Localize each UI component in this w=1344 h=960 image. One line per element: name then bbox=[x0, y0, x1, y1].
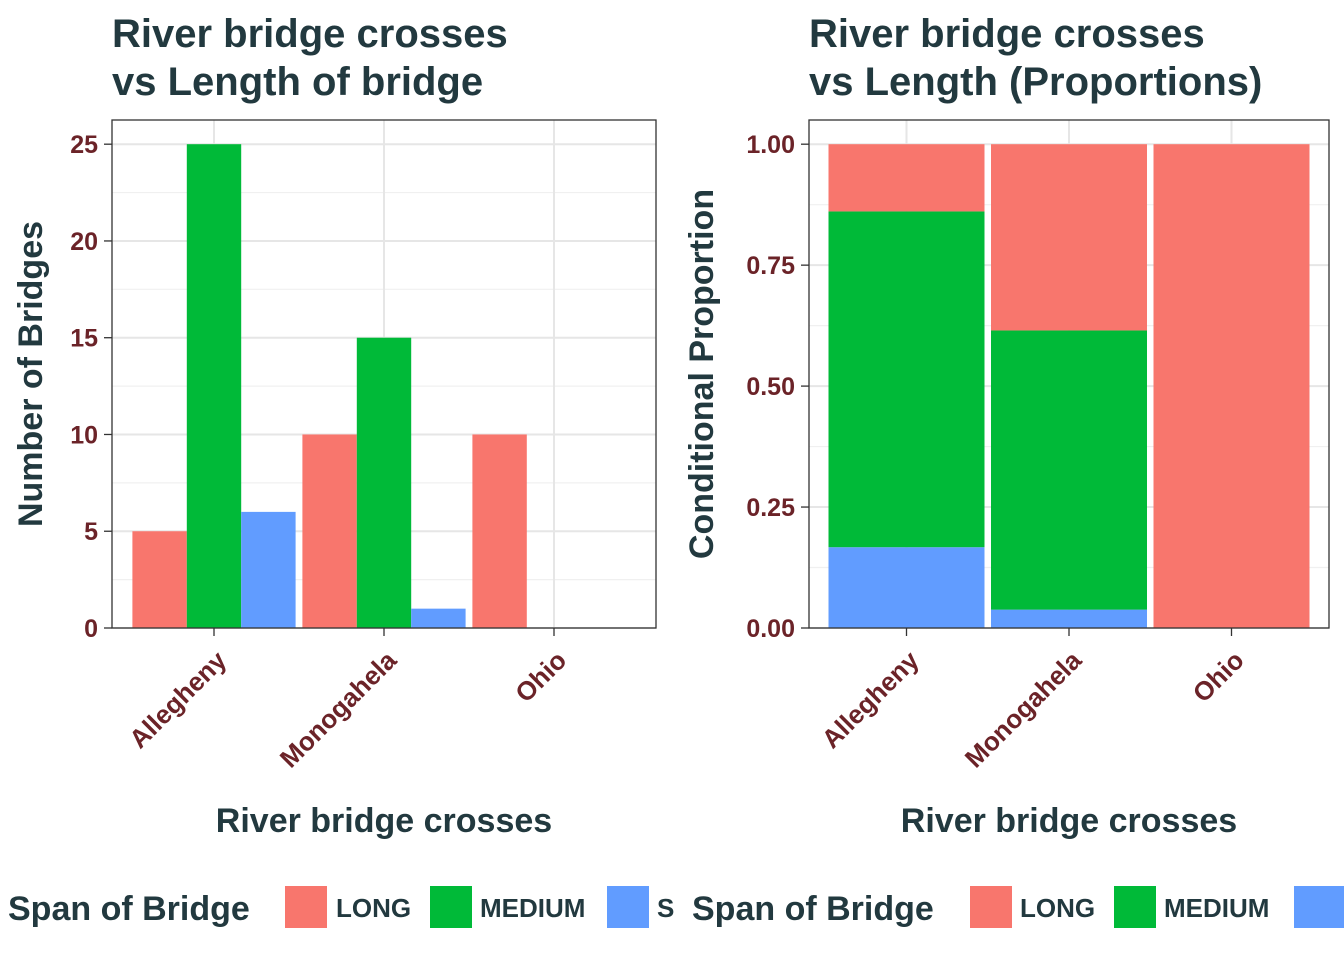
right-bar-segment-long bbox=[991, 144, 1147, 331]
left-x-tick-label: Monogahela bbox=[274, 645, 403, 774]
right-legend-label-long: LONG bbox=[1020, 893, 1095, 923]
right-bars bbox=[828, 144, 1310, 628]
left-legend-key-long bbox=[285, 886, 327, 928]
right-x-axis-title: River bridge crosses bbox=[901, 802, 1237, 840]
left-bar-long bbox=[132, 531, 187, 628]
right-y-tick-label: 0.00 bbox=[746, 615, 795, 643]
right-x-axis: Allegheny Monogahela Ohio bbox=[816, 628, 1250, 773]
right-chart-title-line-2: vs Length (Proportions) bbox=[809, 60, 1262, 104]
left-bar-medium bbox=[186, 144, 242, 628]
left-legend: Span of Bridge LONG MEDIUM S bbox=[8, 880, 688, 940]
right-chart-title-line-1: River bridge crosses bbox=[809, 12, 1205, 56]
right-bar-segment-medium bbox=[828, 211, 985, 548]
left-legend-label-medium: MEDIUM bbox=[480, 893, 585, 923]
left-x-axis: Allegheny Monogahela Ohio bbox=[123, 628, 572, 773]
right-legend: Span of Bridge LONG MEDIUM bbox=[692, 886, 1344, 928]
left-panel: River bridge crosses vs Length of bridge… bbox=[12, 12, 657, 840]
left-y-tick-label: 5 bbox=[84, 518, 98, 546]
right-bar-segment-short bbox=[991, 609, 1147, 628]
right-legend-key-medium bbox=[1114, 886, 1156, 928]
left-bar-medium bbox=[356, 337, 412, 628]
left-chart-title-line-1: River bridge crosses bbox=[112, 12, 508, 56]
right-y-tick-label: 0.50 bbox=[746, 373, 795, 401]
left-legend-label-long: LONG bbox=[336, 893, 411, 923]
left-legend-title: Span of Bridge bbox=[8, 890, 250, 928]
left-y-tick-label: 10 bbox=[70, 421, 98, 449]
right-x-tick-label: Allegheny bbox=[816, 645, 925, 754]
right-x-tick-label: Ohio bbox=[1187, 645, 1250, 708]
left-y-tick-label: 0 bbox=[84, 615, 98, 643]
left-y-tick-label: 15 bbox=[70, 325, 98, 353]
left-y-axis: 0 5 10 15 20 25 bbox=[70, 131, 112, 643]
right-y-tick-label: 0.25 bbox=[746, 494, 795, 522]
left-y-axis-title: Number of Bridges bbox=[12, 221, 50, 527]
left-bar-long bbox=[472, 434, 527, 628]
right-legend-label-medium: MEDIUM bbox=[1164, 893, 1269, 923]
right-y-tick-label: 1.00 bbox=[746, 131, 795, 159]
left-legend-key-short bbox=[607, 886, 649, 928]
left-bar-short bbox=[411, 608, 466, 628]
right-panel: River bridge crosses vs Length (Proporti… bbox=[683, 12, 1330, 840]
left-x-tick-label: Ohio bbox=[509, 645, 572, 708]
left-bars bbox=[132, 144, 527, 628]
right-bar-segment-medium bbox=[991, 330, 1147, 610]
left-x-axis-title: River bridge crosses bbox=[216, 802, 552, 840]
right-bar-segment-long bbox=[828, 144, 985, 212]
left-y-tick-label: 25 bbox=[70, 131, 98, 159]
right-legend-key-long bbox=[970, 886, 1012, 928]
right-legend-title: Span of Bridge bbox=[692, 890, 934, 928]
left-y-tick-label: 20 bbox=[70, 228, 98, 256]
left-legend-key-medium bbox=[430, 886, 472, 928]
right-y-tick-label: 0.75 bbox=[746, 252, 795, 280]
right-x-tick-label: Monogahela bbox=[959, 645, 1088, 774]
right-y-axis-title: Conditional Proportion bbox=[683, 189, 721, 559]
left-bar-short bbox=[241, 511, 296, 628]
left-legend-label-short: S bbox=[657, 893, 674, 923]
right-bar-segment-long bbox=[1153, 144, 1310, 628]
left-legend-clip bbox=[674, 880, 688, 940]
right-y-axis: 0.00 0.25 0.50 0.75 1.00 bbox=[746, 131, 809, 643]
left-bar-long bbox=[302, 434, 357, 628]
right-bar-segment-short bbox=[828, 547, 985, 628]
right-legend-key-short bbox=[1294, 886, 1344, 928]
left-x-tick-label: Allegheny bbox=[123, 645, 232, 754]
left-chart-title-line-2: vs Length of bridge bbox=[112, 60, 483, 104]
